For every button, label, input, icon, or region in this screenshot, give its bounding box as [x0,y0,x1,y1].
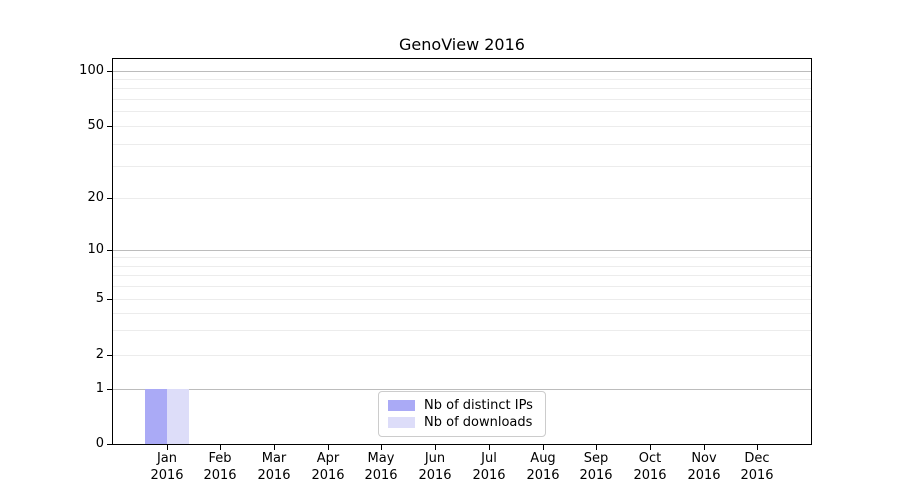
y-tick-mark-100 [107,71,112,72]
x-tick-label-mar: Mar 2016 [257,451,291,483]
x-tick-label-nov: Nov 2016 [687,451,721,483]
x-tick-label-aug: Aug 2016 [526,451,560,483]
y-tick-label-10: 10 [87,242,104,257]
x-tick-mark-may [381,445,382,450]
gridline-minor-6 [113,286,811,287]
gridline-minor-70 [113,99,811,100]
gridline-major-10 [113,250,811,251]
y-tick-label-5: 5 [95,291,104,306]
y-tick-mark-5 [107,299,112,300]
legend-label-distinct-ips: Nb of distinct IPs [424,398,533,413]
x-tick-label-jan: Jan 2016 [150,451,184,483]
x-tick-label-oct: Oct 2016 [633,451,667,483]
gridline-minor-9 [113,257,811,258]
x-tick-label-jun: Jun 2016 [418,451,452,483]
bar-nb-of-downloads-jan-2016 [167,389,189,444]
y-tick-mark-0 [107,444,112,445]
legend: Nb of distinct IPs Nb of downloads [378,391,546,437]
gridline-minor-90 [113,79,811,80]
gridline-minor-8 [113,266,811,267]
x-tick-label-jul: Jul 2016 [472,451,506,483]
y-tick-label-0: 0 [95,436,104,451]
gridline-minor-60 [113,111,811,112]
x-tick-mark-feb [220,445,221,450]
x-tick-mark-jan [167,445,168,450]
y-tick-label-2: 2 [95,347,104,362]
y-tick-label-50: 50 [87,118,104,133]
y-tick-mark-2 [107,355,112,356]
y-tick-mark-1 [107,389,112,390]
x-tick-label-may: May 2016 [364,451,398,483]
y-tick-label-100: 100 [79,63,104,78]
x-tick-mark-sep [596,445,597,450]
gridline-minor-2 [113,355,811,356]
legend-label-downloads: Nb of downloads [424,415,533,430]
x-tick-label-apr: Apr 2016 [311,451,345,483]
y-tick-label-1: 1 [95,381,104,396]
chart-title: GenoView 2016 [399,35,525,54]
y-tick-mark-10 [107,250,112,251]
gridline-minor-50 [113,126,811,127]
gridline-minor-7 [113,275,811,276]
y-tick-mark-20 [107,198,112,199]
x-tick-label-sep: Sep 2016 [579,451,613,483]
y-tick-mark-50 [107,126,112,127]
gridline-minor-4 [113,313,811,314]
x-tick-mark-apr [328,445,329,450]
y-tick-label-20: 20 [87,190,104,205]
bar-nb-of-distinct-ips-jan-2016 [145,389,167,444]
x-tick-mark-oct [650,445,651,450]
gridline-minor-3 [113,330,811,331]
gridline-major-1 [113,389,811,390]
gridline-minor-5 [113,299,811,300]
legend-item-distinct-ips: Nb of distinct IPs [388,398,536,413]
plot-area: Nb of distinct IPs Nb of downloads [112,58,812,445]
gridline-minor-30 [113,166,811,167]
x-tick-mark-nov [704,445,705,450]
x-tick-mark-jul [489,445,490,450]
x-tick-mark-jun [435,445,436,450]
x-tick-mark-mar [274,445,275,450]
gridline-minor-40 [113,144,811,145]
gridline-minor-20 [113,198,811,199]
gridline-minor-80 [113,88,811,89]
x-tick-label-feb: Feb 2016 [203,451,237,483]
legend-swatch-distinct-ips [388,400,415,411]
x-tick-mark-aug [543,445,544,450]
legend-item-downloads: Nb of downloads [388,415,536,430]
x-tick-mark-dec [757,445,758,450]
gridline-major-100 [113,71,811,72]
legend-swatch-downloads [388,417,415,428]
x-tick-label-dec: Dec 2016 [740,451,774,483]
